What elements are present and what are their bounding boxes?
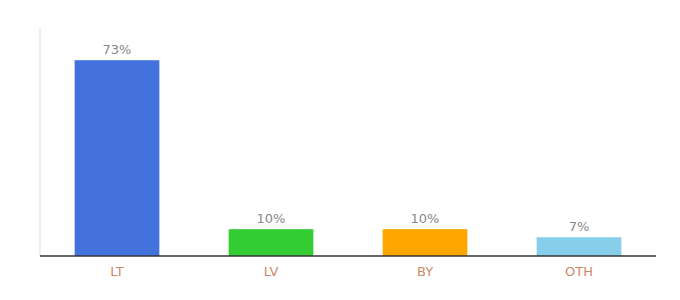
bar [537,237,622,256]
bar [75,60,160,256]
bars [75,60,622,256]
bar [383,229,468,256]
x-tick-label: BY [417,264,433,279]
x-tick-label: LT [110,264,123,279]
x-axis-line [40,255,656,257]
data-label: 10% [411,211,440,226]
x-tick-label: LV [264,264,279,279]
chart-svg: 73% 10% 10% 7% LT LV BY OTH [0,0,680,300]
y-axis-line [40,28,41,256]
data-label: 73% [103,42,132,57]
bar [229,229,314,256]
data-label: 7% [569,219,590,234]
chart-container: 73% 10% 10% 7% LT LV BY OTH [0,0,680,300]
data-label: 10% [257,211,286,226]
x-tick-label: OTH [565,264,593,279]
